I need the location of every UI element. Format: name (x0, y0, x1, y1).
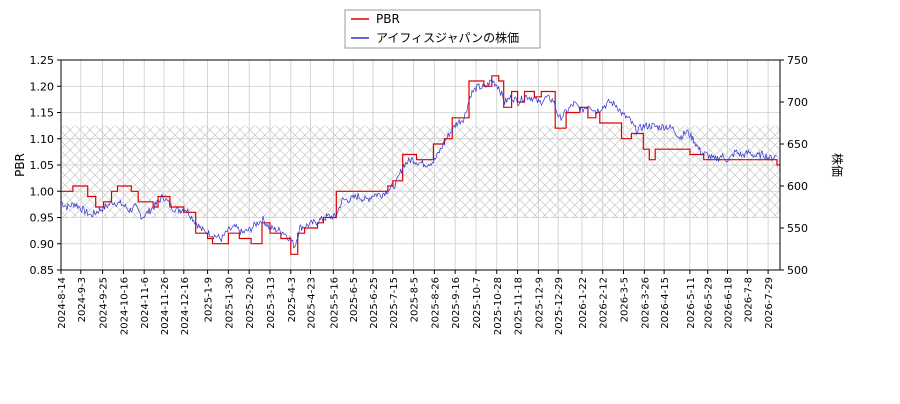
x-tick-label: 2025-6-5 (349, 277, 360, 322)
x-tick-label: 2024-9-25 (99, 277, 110, 329)
x-tick-label: 2025-8-5 (410, 277, 421, 322)
legend-label-pbr: PBR (376, 12, 400, 26)
x-tick-label: 2025-12-29 (554, 277, 565, 335)
y-right-tick-label: 500 (787, 264, 808, 277)
x-tick-label: 2024-8-14 (57, 277, 68, 329)
y-right-tick-label: 700 (787, 96, 808, 109)
x-tick-label: 2025-9-16 (451, 277, 462, 329)
x-tick-label: 2024-9-3 (77, 277, 88, 322)
series-layer (61, 75, 780, 255)
x-tick-label: 2026-7-8 (743, 277, 754, 322)
x-tick-label: 2026-7-29 (764, 277, 775, 329)
x-tick-label: 2024-12-16 (180, 277, 191, 335)
y-left-tick-label: 0.90 (30, 238, 55, 251)
y-left-tick-label: 0.85 (30, 264, 55, 277)
y-right-tick-label: 650 (787, 138, 808, 151)
y-left-tick-label: 1.10 (30, 133, 55, 146)
x-tick-label: 2024-11-26 (160, 277, 171, 335)
y-left-tick-label: 1.25 (30, 54, 55, 67)
x-tick-label: 2025-4-23 (307, 277, 318, 329)
x-tick-label: 2026-2-12 (599, 277, 610, 329)
legend: PBR アイフィスジャパンの株価 (344, 9, 541, 49)
x-tick-label: 2025-1-30 (224, 277, 235, 329)
x-tick-label: 2025-6-25 (369, 277, 380, 329)
x-tick-label: 2024-11-6 (140, 277, 151, 329)
y-axis-right: 500 550 600 650 700 750 (780, 54, 808, 277)
x-tick-label: 2026-5-29 (704, 277, 715, 329)
shaded-band (61, 125, 780, 218)
y-axis-left-label: PBR (13, 153, 27, 177)
legend-label-stock: アイフィスジャパンの株価 (376, 30, 519, 45)
x-tick-label: 2025-10-7 (472, 277, 483, 329)
x-tick-label: 2024-10-16 (119, 277, 130, 335)
grid (60, 59, 780, 271)
x-tick-label: 2026-1-22 (578, 277, 589, 329)
y-left-tick-label: 0.95 (30, 212, 55, 225)
x-tick-label: 2025-3-13 (266, 277, 277, 329)
y-left-tick-label: 1.05 (30, 159, 55, 172)
x-tick-label: 2025-8-26 (430, 277, 441, 329)
y-right-tick-label: 550 (787, 222, 808, 235)
shaded-band-area (61, 125, 780, 218)
x-tick-label: 2026-5-11 (686, 277, 697, 329)
x-tick-label: 2025-12-9 (534, 277, 545, 329)
x-axis: 2024-8-14 2024-9-3 2024-9-25 2024-10-16 2024… (57, 270, 775, 335)
y-left-tick-label: 1.15 (30, 107, 55, 120)
x-tick-label: 2025-11-18 (514, 277, 525, 335)
y-axis-left: 0.85 0.90 0.95 1.00 1.05 1.10 1.15 1.20 1.25 (30, 54, 61, 277)
x-tick-label: 2025-5-16 (329, 277, 340, 329)
x-tick-label: 2026-3-26 (640, 277, 651, 329)
x-tick-label: 2026-3-5 (620, 277, 631, 322)
series-line-stock-price (61, 78, 777, 249)
x-tick-label: 2025-2-20 (245, 277, 256, 329)
y-left-tick-label: 1.20 (30, 80, 55, 93)
y-left-tick-label: 1.00 (30, 185, 55, 198)
x-tick-label: 2025-7-15 (389, 277, 400, 329)
x-tick-label: 2026-6-18 (724, 277, 735, 329)
x-tick-label: 2025-1-9 (204, 277, 215, 322)
y-right-tick-label: 750 (787, 54, 808, 67)
x-tick-label: 2025-10-28 (493, 277, 504, 335)
x-tick-label: 2026-4-15 (660, 277, 671, 329)
y-axis-right-label: 株価 (830, 153, 845, 177)
series-line-pbr (61, 75, 780, 255)
x-tick-label: 2025-4-3 (287, 277, 298, 322)
y-right-tick-label: 600 (787, 180, 808, 193)
legend-box (344, 9, 541, 49)
